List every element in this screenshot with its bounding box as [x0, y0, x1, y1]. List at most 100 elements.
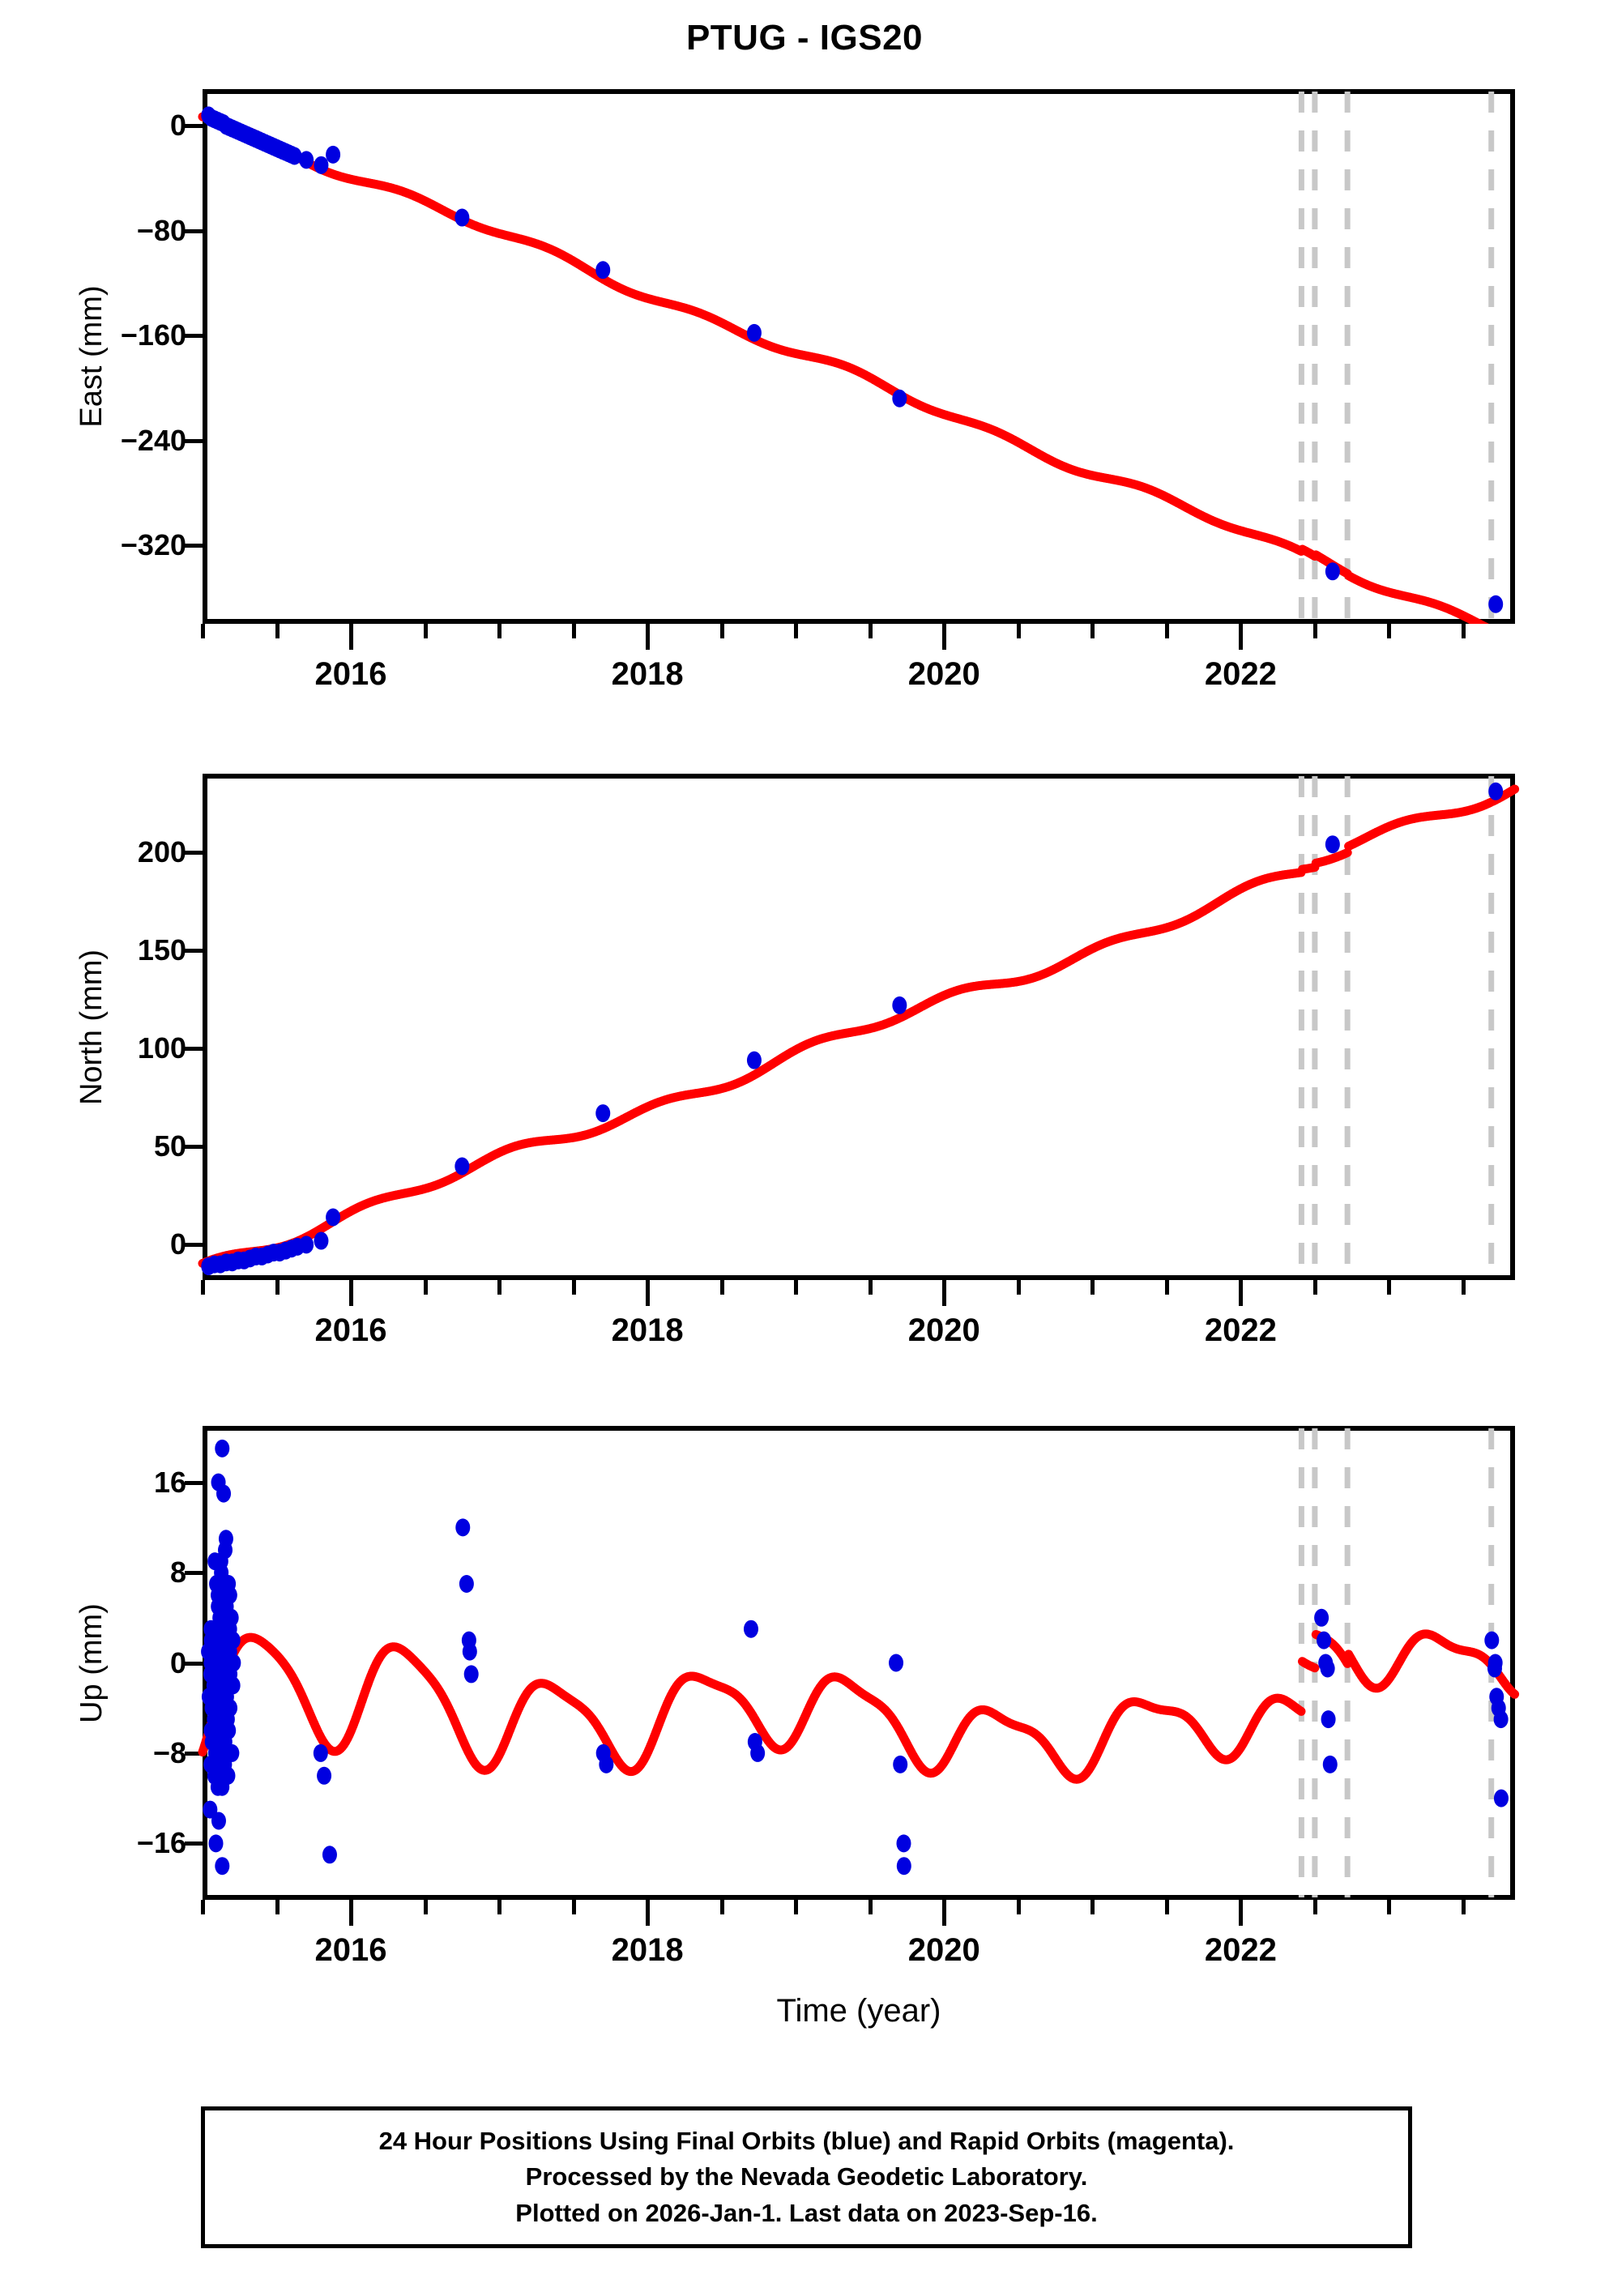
y-tick-north-3	[185, 1145, 203, 1150]
x-tick-label-east-3: 2022	[1204, 656, 1277, 692]
x-tick-label-up-3: 2022	[1204, 1932, 1277, 1968]
x-tick-up	[1090, 1900, 1095, 1914]
data-point-up	[215, 1440, 229, 1457]
x-axis-title: Time (year)	[776, 1993, 941, 2029]
y-tick-north-4	[185, 1243, 203, 1248]
y-tick-label-north-0: 200	[137, 834, 186, 868]
x-tick-east	[1312, 624, 1317, 638]
data-point-up	[744, 1620, 758, 1638]
y-tick-label-east-2: −160	[120, 318, 186, 352]
x-tick-east	[1090, 624, 1095, 638]
data-point-up	[896, 1834, 911, 1852]
x-tick-up	[275, 1900, 280, 1914]
x-tick-label-east-2: 2020	[907, 656, 980, 692]
data-point-up	[889, 1654, 903, 1672]
model-curve-east	[203, 117, 1515, 640]
x-tick-up	[1312, 1900, 1317, 1914]
data-point-up	[1317, 1632, 1331, 1649]
data-point-north	[892, 996, 907, 1014]
data-point-east	[299, 151, 314, 169]
data-point-up	[893, 1756, 907, 1773]
x-tick-label-north-1: 2018	[611, 1312, 684, 1348]
y-tick-label-up-4: −16	[136, 1826, 186, 1860]
x-tick-east	[1239, 624, 1244, 650]
x-tick-east	[497, 624, 502, 638]
y-tick-north-1	[185, 949, 203, 954]
x-tick-east	[201, 624, 205, 638]
x-tick-north	[1312, 1280, 1317, 1295]
x-tick-north	[719, 1280, 724, 1295]
data-point-up	[209, 1834, 224, 1852]
y-tick-label-east-0: 0	[169, 109, 186, 143]
y-tick-up-3	[185, 1751, 203, 1756]
data-point-up	[314, 1744, 328, 1762]
data-point-up	[1314, 1609, 1329, 1627]
data-point-up	[1323, 1756, 1338, 1773]
x-tick-label-east-1: 2018	[611, 656, 684, 692]
data-point-up	[1484, 1632, 1499, 1649]
x-tick-up	[497, 1900, 502, 1914]
y-tick-label-up-1: 8	[169, 1556, 186, 1590]
x-tick-up	[1016, 1900, 1021, 1914]
y-tick-up-2	[185, 1661, 203, 1666]
data-point-east	[747, 324, 762, 342]
data-point-north	[299, 1235, 314, 1253]
data-point-up	[897, 1857, 911, 1875]
footer-box: 24 Hour Positions Using Final Orbits (bl…	[201, 2106, 1412, 2248]
y-tick-label-east-4: −320	[120, 527, 186, 561]
x-tick-north	[1016, 1280, 1021, 1295]
x-tick-north	[349, 1280, 354, 1306]
data-point-east	[326, 146, 340, 164]
x-tick-north	[1461, 1280, 1466, 1295]
x-tick-east	[719, 624, 724, 638]
y-tick-label-north-1: 150	[137, 933, 186, 967]
x-tick-up	[423, 1900, 428, 1914]
x-tick-up	[571, 1900, 576, 1914]
x-tick-east	[1164, 624, 1169, 638]
y-tick-up-4	[185, 1841, 203, 1846]
x-tick-north	[497, 1280, 502, 1295]
data-point-up	[1494, 1790, 1509, 1807]
data-point-north	[1488, 783, 1503, 800]
x-tick-east	[275, 624, 280, 638]
y-tick-east-1	[185, 228, 203, 233]
y-tick-north-2	[185, 1047, 203, 1052]
x-tick-north	[942, 1280, 947, 1306]
model-curve-north	[203, 789, 1515, 1263]
data-point-north	[455, 1157, 469, 1175]
data-point-east	[1488, 595, 1503, 613]
data-point-east	[314, 156, 328, 174]
y-tick-label-up-2: 0	[169, 1645, 186, 1679]
x-tick-east	[942, 624, 947, 650]
x-tick-east	[1387, 624, 1392, 638]
data-point-east	[595, 261, 610, 279]
data-point-east	[892, 390, 907, 408]
x-tick-up	[794, 1900, 799, 1914]
x-tick-up	[942, 1900, 947, 1926]
y-tick-east-3	[185, 438, 203, 443]
data-point-north	[1325, 835, 1340, 853]
x-tick-label-north-3: 2022	[1204, 1312, 1277, 1348]
x-tick-label-up-1: 2018	[611, 1932, 684, 1968]
y-tick-east-0	[185, 124, 203, 129]
x-tick-label-up-2: 2020	[907, 1932, 980, 1968]
data-point-north	[747, 1052, 762, 1069]
x-tick-east	[423, 624, 428, 638]
data-point-up	[459, 1575, 474, 1593]
data-point-up	[599, 1756, 613, 1773]
data-point-up	[464, 1665, 479, 1683]
x-tick-north	[1239, 1280, 1244, 1306]
footer-line-3: Plotted on 2026-Jan-1. Last data on 2023…	[515, 2198, 1098, 2227]
x-tick-north	[868, 1280, 873, 1295]
footer-line-2: Processed by the Nevada Geodetic Laborat…	[525, 2162, 1088, 2191]
x-tick-up	[646, 1900, 651, 1926]
x-tick-label-east-0: 2016	[314, 656, 387, 692]
x-tick-label-north-0: 2016	[314, 1312, 387, 1348]
x-tick-label-up-0: 2016	[314, 1932, 387, 1968]
x-tick-north	[794, 1280, 799, 1295]
x-tick-east	[571, 624, 576, 638]
x-tick-up	[349, 1900, 354, 1926]
data-point-up	[1321, 1710, 1336, 1728]
